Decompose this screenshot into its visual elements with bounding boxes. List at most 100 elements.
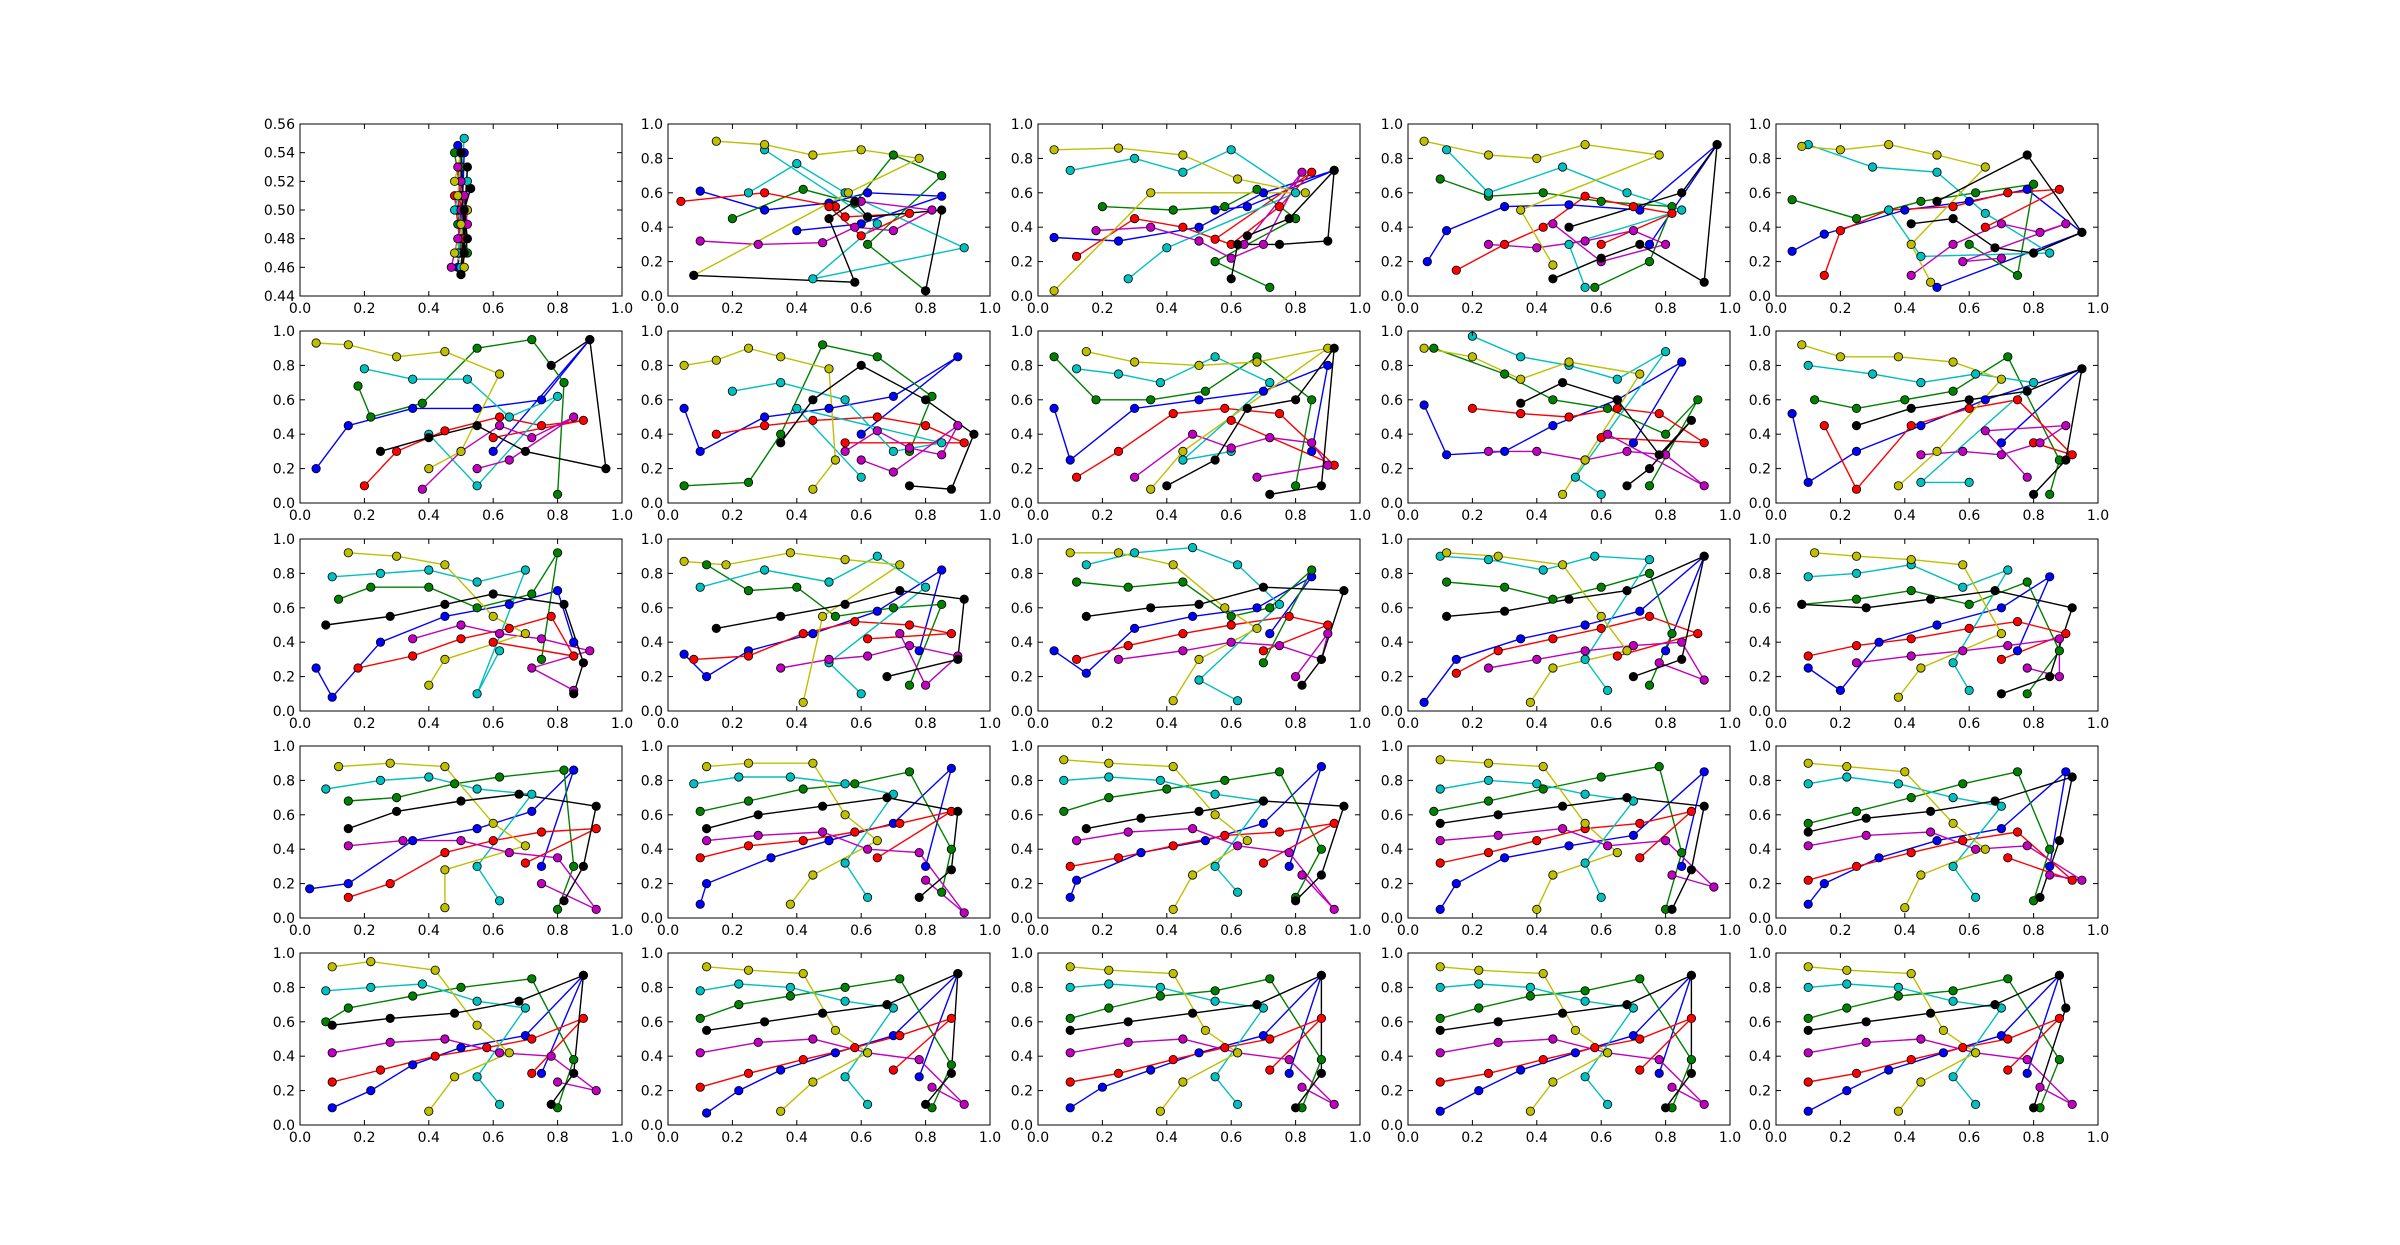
y-tick-label: 0.0 [1381,704,1403,720]
x-tick-label: 0.8 [1654,716,1676,732]
data-point [2054,970,2064,981]
data-point [2054,634,2064,644]
subplot-8: 0.0 0.2 0.4 0.6 0.8 1.00.00.20.40.60.81.0 [1011,324,1371,524]
data-point [937,438,947,448]
data-point [1612,403,1622,413]
y-tick-label: 0.56 [264,117,295,133]
data-point [1226,620,1236,630]
data-point [1661,1103,1671,1113]
data-point [1104,792,1114,803]
data-point [494,1048,505,1058]
data-point [569,651,579,661]
data-point [1220,830,1230,841]
data-point [2029,248,2039,258]
series-line [706,972,959,1105]
data-point [1900,903,1910,913]
data-point [743,188,754,198]
data-point [1284,1055,1294,1065]
y-tick-label: 0.8 [1011,566,1033,582]
y-tick-label: 1.0 [1381,946,1403,962]
data-point [1686,1068,1697,1079]
subplot-7: 0.0 0.2 0.4 0.6 0.8 1.00.00.20.40.60.81.0 [641,324,1001,524]
plot-area [1435,962,1709,1116]
data-point [1435,835,1445,846]
data-point [1146,395,1156,405]
data-point [1861,603,1871,613]
data-point [1104,772,1114,782]
data-point [366,956,376,967]
data-point [701,1025,712,1036]
y-tick-label: 0.8 [641,773,663,789]
data-point [1996,219,2007,229]
x-tick-label: 0.4 [1156,1130,1178,1146]
data-point [1274,599,1285,610]
data-point [1803,572,1813,582]
y-tick-label: 0.6 [1011,393,1033,409]
data-point [472,784,482,794]
y-tick-label: 0.48 [264,232,295,248]
data-point [759,205,770,215]
y-tick-label: 0.0 [1381,496,1403,512]
data-point [1996,689,2007,699]
data-point [1226,274,1236,284]
data-point [1964,403,1974,413]
data-point [1538,761,1548,772]
data-point [1291,671,1301,682]
x-tick-label: 0.2 [353,716,375,732]
data-point [449,176,460,186]
axes-frame [1407,538,1731,712]
data-point [1065,1013,1075,1024]
data-point [1558,801,1568,811]
data-point [1265,1065,1275,1075]
data-point [1900,767,1910,777]
x-tick-label: 0.6 [1590,716,1612,732]
data-point [2067,1099,2077,1110]
data-point [1435,174,1445,184]
data-point [2035,1082,2045,1092]
data-point [695,899,705,909]
y-tick-label: 0.2 [1381,462,1403,478]
data-point [1548,420,1558,431]
y-tick-label: 0.2 [1381,670,1403,686]
data-point [327,962,337,972]
plot-area [679,548,969,708]
plot-area [1049,143,1339,296]
plot-area [1419,331,1709,499]
data-point [1803,982,1813,993]
data-point [1162,784,1172,794]
y-tick-label: 0.6 [1381,601,1403,617]
data-point [914,1055,924,1065]
data-point [1442,450,1452,460]
data-point [1532,243,1542,253]
data-point [1252,472,1262,482]
data-point [840,810,850,820]
data-point [1435,1025,1445,1036]
data-point [701,962,712,972]
data-point [1307,565,1317,575]
x-tick-label: 0.8 [1284,923,1306,939]
data-point [2061,455,2071,465]
data-point [1580,646,1590,656]
subplot-16: 0.0 0.2 0.4 0.6 0.8 1.00.00.20.40.60.81.0 [273,739,633,939]
data-point [1419,136,1429,146]
data-point [759,140,770,150]
x-tick-label: 0.0 [289,716,311,732]
plot-area [321,956,601,1116]
data-point [1635,1034,1645,1044]
data-point [856,472,866,482]
data-point [1803,1013,1813,1024]
data-point [882,999,892,1010]
series-line [338,762,527,908]
data-point [920,875,931,885]
data-point [701,878,712,889]
data-point [862,892,873,903]
data-point [1803,758,1813,768]
data-point [1628,830,1639,841]
data-point [1916,1034,1926,1044]
data-point [2012,616,2023,627]
data-point [1419,400,1429,410]
data-point [1297,680,1307,690]
x-tick-label: 0.6 [482,301,504,317]
data-point [1622,792,1632,803]
data-point [1200,835,1211,846]
